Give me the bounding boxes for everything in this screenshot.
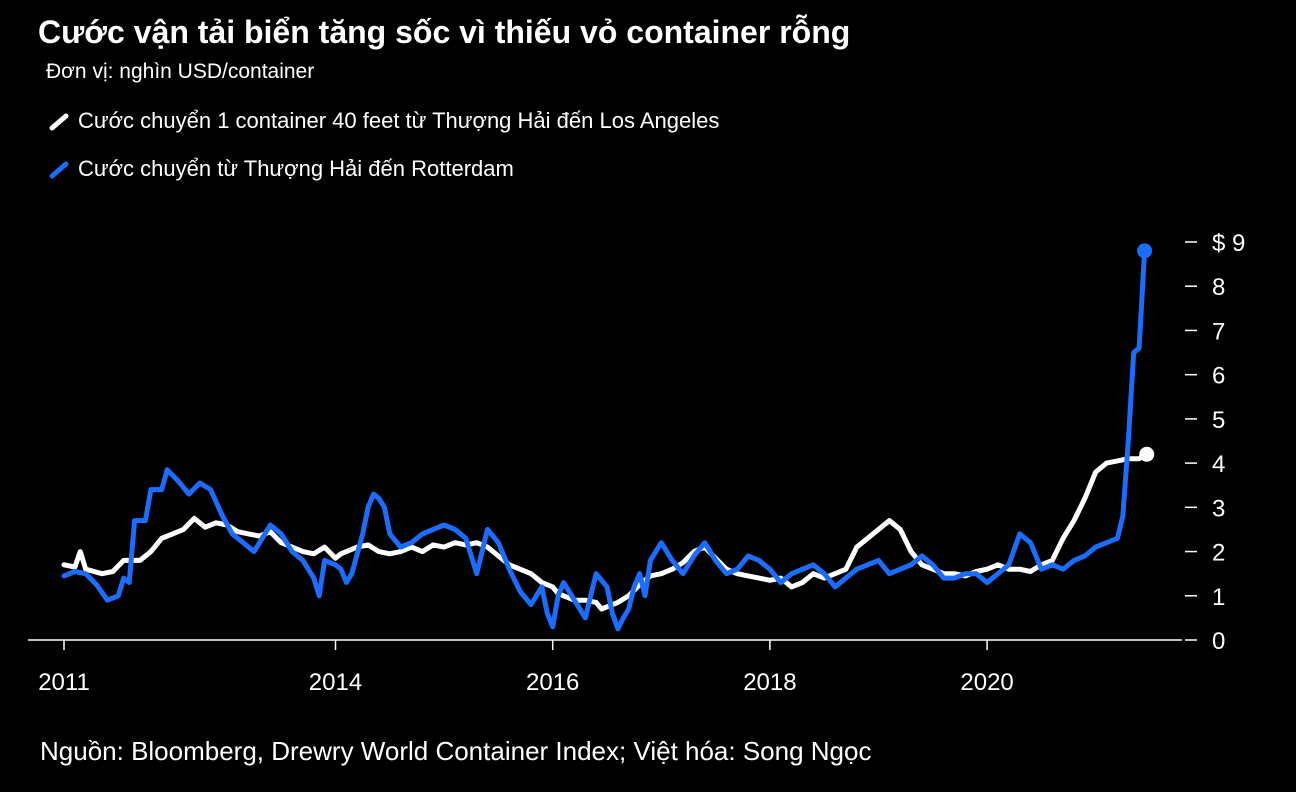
series-endpoint-la	[1139, 446, 1155, 462]
series-line-rotterdam	[61, 248, 1148, 632]
legend-label-la: Cước chuyển 1 container 40 feet từ Thượn…	[78, 108, 720, 133]
source-note: Nguồn: Bloomberg, Drewry World Container…	[40, 736, 872, 766]
x-tick-label: 2014	[309, 669, 362, 696]
legend-item-la: Cước chuyển 1 container 40 feet từ Thượn…	[48, 106, 719, 136]
y-tick-label: 3	[1212, 495, 1225, 522]
y-tick-label: 2	[1212, 540, 1225, 567]
y-tick-label: 8	[1212, 274, 1225, 301]
y-tick-label: $ 9	[1212, 230, 1245, 257]
y-tick-label: 7	[1212, 318, 1225, 345]
series-endpoint-rotterdam	[1137, 243, 1153, 259]
y-tick-label: 0	[1212, 628, 1225, 655]
y-tick-label: 1	[1212, 584, 1225, 611]
legend-item-rotterdam: Cước chuyển từ Thượng Hải đến Rotterdam	[48, 154, 514, 184]
y-tick-label: 4	[1212, 451, 1225, 478]
x-tick-label: 2016	[526, 669, 579, 696]
y-tick-label: 5	[1212, 407, 1225, 434]
x-tick-label: 2020	[960, 669, 1013, 696]
chart-title: Cước vận tải biển tăng sốc vì thiếu vỏ c…	[38, 14, 851, 50]
chart-subtitle: Đơn vị: nghìn USD/container	[46, 60, 315, 83]
legend-swatch-la-icon	[49, 113, 69, 131]
x-tick-label: 2018	[743, 669, 796, 696]
x-tick-label: 2011	[38, 669, 90, 696]
y-tick-label: 6	[1212, 363, 1225, 390]
legend-swatch-rotterdam-icon	[49, 161, 69, 179]
legend-label-rotterdam: Cước chuyển từ Thượng Hải đến Rotterdam	[78, 156, 514, 181]
